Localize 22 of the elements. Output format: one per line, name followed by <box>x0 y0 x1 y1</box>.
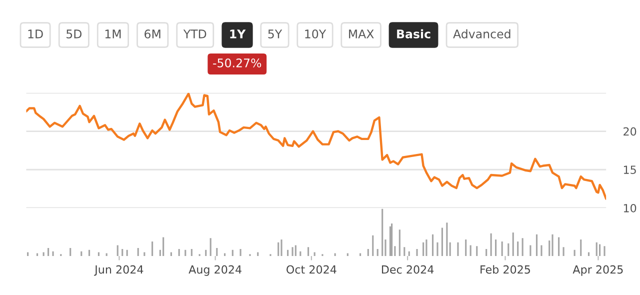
text: Basic <box>397 29 430 38</box>
text: Advanced <box>453 29 510 38</box>
text: 5D <box>66 30 82 38</box>
text: MAX <box>349 30 374 38</box>
line-series <box>26 92 606 200</box>
text: YTD <box>183 30 206 38</box>
x-tick-label: Dec 2024 <box>382 265 434 274</box>
x-tick-label: Apr 2025 <box>572 265 623 276</box>
x-tick-label: Jun 2024 <box>94 265 144 276</box>
text: 1M <box>105 30 121 38</box>
y-tick-label: 10 <box>624 204 636 212</box>
x-tick-label: Oct 2024 <box>286 265 336 274</box>
y-tick-label: 20 <box>624 127 636 136</box>
text: 1D <box>28 30 43 38</box>
text: 6M <box>144 29 160 38</box>
x-tick-label: Feb 2025 <box>480 265 530 274</box>
text: 5Y <box>268 30 282 38</box>
y-tick-label: 15 <box>624 166 636 174</box>
x-tick-label: Aug 2024 <box>188 265 242 276</box>
text: 10Y <box>305 29 326 38</box>
text: 1Y <box>230 30 246 38</box>
text: -50.27% <box>213 58 262 68</box>
